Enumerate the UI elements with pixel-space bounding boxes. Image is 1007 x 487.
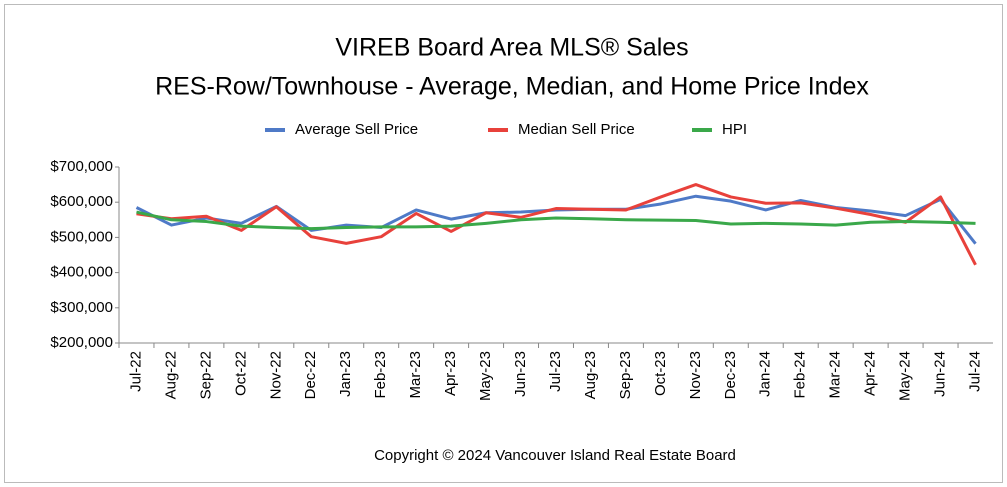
y-tick-label: $300,000 [50,299,113,316]
x-tick-label: Dec-23 [722,351,739,399]
x-tick-label: Jun-23 [512,351,529,397]
x-tick-label: May-23 [477,351,494,401]
x-tick-label: Mar-24 [827,351,844,399]
x-tick-label: Dec-22 [302,351,319,399]
x-tick-label: Aug-23 [582,351,599,399]
x-tick-label: Aug-22 [162,351,179,399]
line-series [136,210,976,231]
x-tick-label: Oct-23 [652,351,669,396]
legend-label: HPI [722,121,747,138]
line-series [136,183,977,266]
y-tick-label: $700,000 [50,158,113,175]
chart-subtitle: RES-Row/Townhouse - Average, Median, and… [155,73,869,101]
x-tick-label: Nov-23 [687,351,704,399]
y-tick-label: $200,000 [50,334,113,351]
x-tick-label: Jan-24 [757,351,774,397]
x-tick-label: Apr-23 [442,351,459,396]
chart-frame [4,4,1003,483]
x-tick-label: Jul-23 [547,351,564,392]
x-tick-label: Jan-23 [337,351,354,397]
y-tick-label: $600,000 [50,193,113,210]
x-tick-label: Jul-22 [127,351,144,392]
x-tick-label: Sep-23 [617,351,634,399]
legend-label: Median Sell Price [518,121,635,138]
x-tick-label: Mar-23 [407,351,424,399]
x-tick-label: Feb-24 [792,351,809,399]
x-tick-label: Feb-23 [372,351,389,399]
y-tick-label: $400,000 [50,264,113,281]
x-tick-label: Jun-24 [932,351,949,397]
x-tick-label: Oct-22 [232,351,249,396]
x-tick-label: Apr-24 [862,351,879,396]
x-tick-label: Nov-22 [267,351,284,399]
x-tick-label: Sep-22 [197,351,214,399]
x-tick-label: Jul-24 [966,351,983,392]
source: Copyright © 2024 Vancouver Island Real E… [374,447,736,464]
chart-title: VIREB Board Area MLS® Sales [335,34,688,62]
x-tick-label: May-24 [897,351,914,401]
y-tick-label: $500,000 [50,228,113,245]
legend-label: Average Sell Price [295,121,418,138]
